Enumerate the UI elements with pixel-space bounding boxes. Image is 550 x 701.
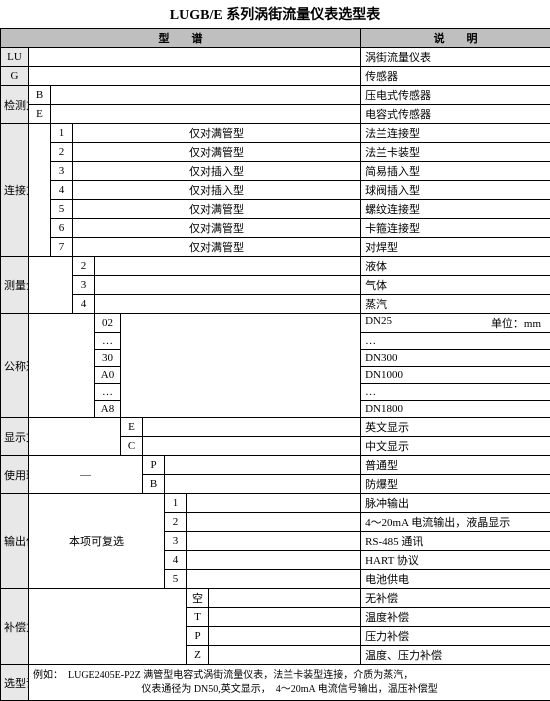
row-conn-0: 连接方式1仅对满管型法兰连接型: [1, 124, 550, 143]
row-out-0: 输出信号本项可复选1脉冲输出: [1, 494, 550, 513]
row-disp-0: 显示文字E英文显示: [1, 418, 550, 437]
row-medium-0: 测量介质2液体: [1, 257, 550, 276]
row-conn-3: 4仅对插入型球阀插入型: [1, 181, 550, 200]
row-medium-2: 4蒸汽: [1, 295, 550, 314]
row-conn-6: 7仅对满管型对焊型: [1, 238, 550, 257]
row-lu: LU涡街流量仪表: [1, 48, 550, 67]
page-title: LUGB/E 系列涡街流量仪表选型表: [0, 0, 550, 28]
row-detect-0: 检测方式B压电式传感器: [1, 86, 550, 105]
row-medium-1: 3气体: [1, 276, 550, 295]
row-env-0: 使用环境—P普通型: [1, 456, 550, 475]
row-conn-2: 3仅对插入型简易插入型: [1, 162, 550, 181]
row-g: G传感器: [1, 67, 550, 86]
row-conn-1: 2仅对满管型法兰卡装型: [1, 143, 550, 162]
unit-label: 单位：mm: [491, 315, 547, 331]
header-row: 型 谱 说 明: [1, 29, 550, 48]
row-dn-0: 公称通径02DN25单位：mm: [1, 314, 550, 333]
row-conn-4: 5仅对满管型螺纹连接型: [1, 200, 550, 219]
row-conn-5: 6仅对满管型卡箍连接型: [1, 219, 550, 238]
row-detect-1: E电容式传感器: [1, 105, 550, 124]
row-comp-0: 补偿方式空无补偿: [1, 589, 550, 608]
row-example: 选型说明例如： LUGE2405E-P2Z 满管型电容式涡街流量仪表，法兰卡装型…: [1, 665, 550, 701]
